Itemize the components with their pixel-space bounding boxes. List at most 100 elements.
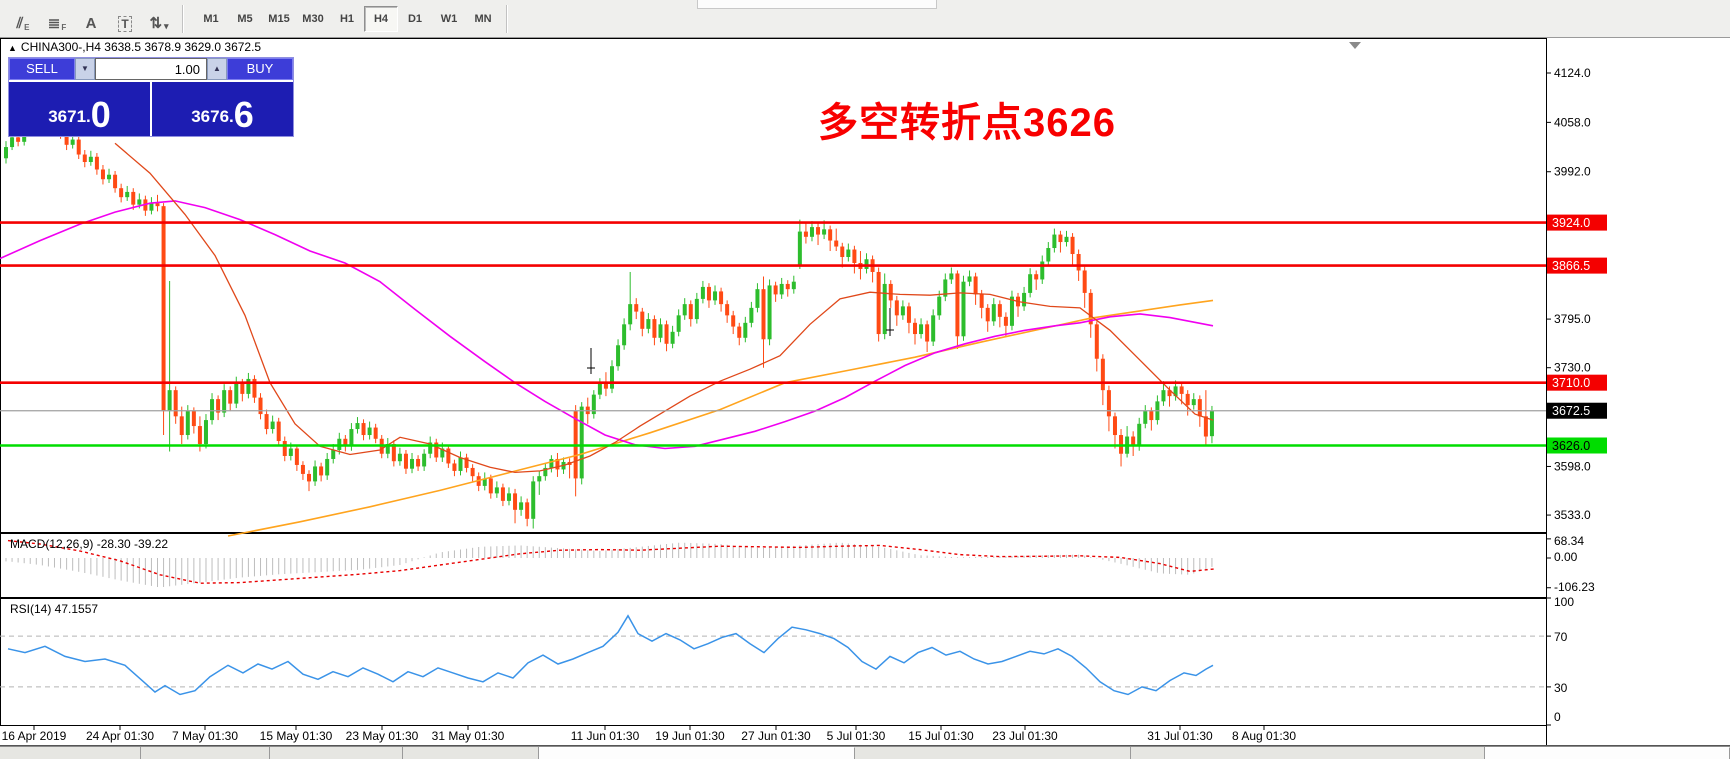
sell-button[interactable]: SELL: [9, 58, 75, 80]
timeframe-h4-button[interactable]: H4: [364, 5, 398, 32]
time-tick-label: 31 May 01:30: [432, 729, 505, 743]
candle-body: [840, 246, 845, 258]
candle-body: [894, 300, 899, 316]
chart-symbol-title: ▲ CHINA300-,H4 3638.5 3678.9 3629.0 3672.…: [8, 40, 261, 54]
price-tick-label: 4058.0: [1554, 115, 1591, 129]
label-tool-icon[interactable]: T: [109, 5, 141, 33]
candle-body: [1034, 274, 1039, 280]
candle-body: [525, 502, 530, 519]
chart-tab[interactable]: [270, 747, 403, 759]
candle-body: [185, 411, 190, 436]
candle-body: [973, 276, 978, 295]
timeframe-w1-button[interactable]: W1: [440, 12, 458, 25]
candle-body: [1076, 254, 1081, 271]
candle-body: [755, 289, 760, 308]
candle-body: [876, 271, 881, 335]
candle-body: [397, 453, 402, 462]
candle-body: [113, 174, 118, 189]
buy-button[interactable]: BUY: [227, 58, 293, 80]
timeframe-mn-button[interactable]: MN: [474, 12, 492, 25]
candle-body: [749, 307, 754, 323]
candle-body: [391, 444, 396, 462]
candle-body: [222, 390, 227, 413]
channel-tool-icon[interactable]: ⫽ E: [16, 14, 30, 32]
timeframe-m5-button[interactable]: M5: [237, 12, 253, 25]
chart-tab-active[interactable]: [539, 747, 855, 759]
chart-tab[interactable]: [1485, 747, 1730, 759]
candle-body: [197, 426, 202, 445]
candle-body: [664, 324, 669, 344]
candle-body: [949, 273, 954, 280]
candle-body: [537, 476, 542, 482]
chart-tab[interactable]: [141, 747, 270, 759]
candle-body: [252, 378, 257, 398]
candle-body: [652, 319, 657, 338]
one-click-trading-panel: SELL ▼ ▲ BUY 3671.0 3676.6: [8, 57, 294, 137]
chart-tab[interactable]: [403, 747, 539, 759]
volume-decrease-button[interactable]: ▼: [75, 58, 95, 80]
collapse-triangle-icon[interactable]: ▲: [8, 43, 17, 53]
candle-body: [125, 191, 130, 198]
sell-price-main: 3671: [48, 107, 87, 126]
candle-body: [713, 291, 718, 301]
candle-body: [1094, 324, 1099, 359]
timeframe-d1-button[interactable]: D1: [407, 12, 423, 25]
candle-body: [616, 345, 621, 367]
candle-body: [822, 229, 827, 235]
candle-body: [773, 285, 778, 295]
candle-body: [1064, 236, 1069, 243]
price-level-badge-text: 3866.5: [1552, 259, 1590, 273]
fibonacci-tool-icon[interactable]: ≣ F: [47, 14, 67, 32]
chart-tab[interactable]: [1131, 747, 1485, 759]
candle-body: [797, 231, 802, 265]
buy-price-big-digit: 6: [233, 94, 254, 135]
candle-body: [210, 399, 215, 421]
drawing-tools-group: ⫽ E ≣ F A T ⇅ ▾: [6, 5, 176, 33]
candle-body: [991, 304, 996, 322]
candle-body: [313, 466, 318, 482]
candle-body: [422, 453, 427, 467]
rsi-line: [7, 614, 1214, 696]
candle-body: [494, 487, 499, 494]
timeframe-m30-button[interactable]: M30: [302, 12, 324, 25]
candle-body: [155, 203, 160, 207]
sell-price[interactable]: 3671. 0: [9, 82, 152, 136]
candle-body: [913, 322, 917, 335]
sell-price-big-digit: 0: [90, 94, 111, 135]
chart-tab[interactable]: [855, 747, 1131, 759]
candle-body: [343, 438, 348, 447]
text-tool-icon[interactable]: A: [85, 14, 97, 32]
volume-input[interactable]: [96, 59, 206, 79]
rsi-panel-frame: [0, 598, 1547, 726]
main-chart-frame: [0, 38, 1547, 533]
timeframe-m15-button[interactable]: M15: [268, 12, 290, 25]
candle-body: [82, 154, 87, 163]
timeframe-m1-button[interactable]: M1: [203, 12, 219, 25]
arrows-tool-icon[interactable]: ⇅ ▾: [149, 14, 169, 32]
price-level-badge: [1547, 374, 1607, 391]
candle-body: [955, 273, 960, 337]
candle-body: [452, 463, 457, 471]
candle-body: [694, 298, 699, 320]
chart-tab[interactable]: [0, 747, 141, 759]
candle-body: [506, 493, 511, 501]
candle-body: [446, 448, 451, 464]
candle-body: [276, 421, 281, 442]
candle-body: [937, 296, 942, 316]
macd-axis-label: 0.00: [1554, 550, 1578, 564]
volume-increase-button[interactable]: ▲: [207, 58, 227, 80]
timeframe-h1-button[interactable]: H1: [339, 12, 355, 25]
candle-body: [1203, 416, 1208, 437]
candle-body: [791, 281, 796, 290]
buy-price[interactable]: 3676. 6: [152, 82, 293, 136]
price-tick-label: 3730.0: [1554, 361, 1591, 375]
candle-body: [852, 249, 857, 263]
candle-body: [434, 442, 439, 458]
candle-body: [634, 304, 639, 312]
price-tick-label: 3795.0: [1554, 312, 1591, 326]
candle-body: [1197, 399, 1202, 417]
candle-body: [731, 315, 736, 327]
candle-body: [100, 169, 105, 180]
candle-body: [531, 481, 536, 519]
